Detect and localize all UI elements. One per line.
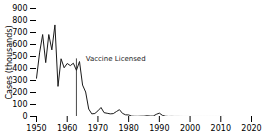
svg-text:700: 700 (12, 28, 27, 37)
svg-text:2020: 2020 (241, 124, 261, 133)
svg-text:500: 500 (12, 52, 27, 61)
svg-text:Cases (thousands): Cases (thousands) (5, 25, 14, 99)
svg-text:1960: 1960 (57, 124, 77, 133)
svg-text:2010: 2010 (211, 124, 231, 133)
svg-text:800: 800 (12, 16, 27, 25)
svg-text:600: 600 (12, 40, 27, 49)
svg-text:Vaccine Licensed: Vaccine Licensed (86, 55, 146, 63)
svg-text:2000: 2000 (180, 124, 200, 133)
svg-text:0: 0 (22, 112, 27, 121)
svg-text:900: 900 (12, 4, 27, 13)
svg-text:1970: 1970 (88, 124, 108, 133)
svg-text:300: 300 (12, 76, 27, 85)
svg-text:200: 200 (12, 88, 27, 97)
svg-text:1950: 1950 (26, 124, 46, 133)
svg-text:400: 400 (12, 64, 27, 73)
svg-text:100: 100 (12, 100, 27, 109)
svg-text:1990: 1990 (149, 124, 169, 133)
svg-text:1980: 1980 (118, 124, 138, 133)
